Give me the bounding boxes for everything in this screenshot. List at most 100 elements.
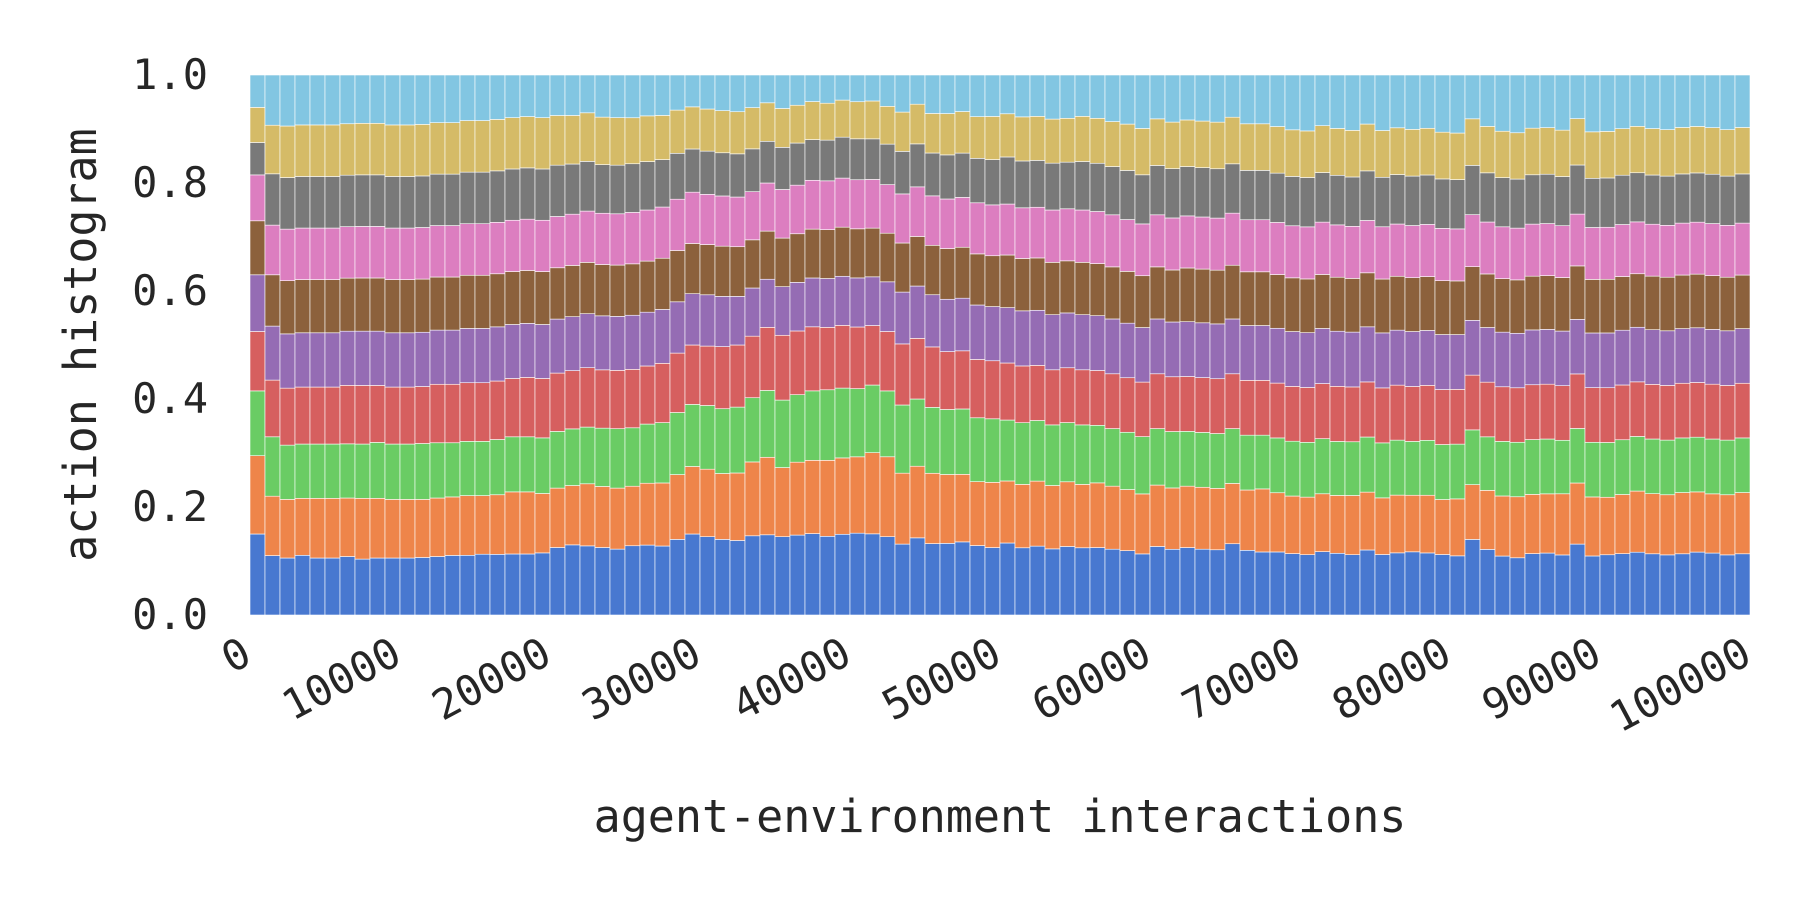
bar-segment: [714, 195, 731, 247]
bar-segment: [864, 138, 881, 180]
bar-segment: [834, 226, 851, 277]
bar-segment: [1179, 431, 1196, 487]
bar-segment: [384, 557, 401, 616]
bar-segment: [969, 74, 986, 117]
bar-segment: [1494, 130, 1511, 178]
bar-segment: [1494, 177, 1511, 228]
bar-segment: [1059, 546, 1076, 616]
bar-segment: [1029, 74, 1046, 117]
bar-segment: [924, 152, 941, 197]
bar-segment: [414, 74, 431, 125]
bar-segment: [249, 74, 266, 108]
bar-segment: [864, 452, 881, 535]
bar-segment: [1164, 321, 1181, 378]
bar-segment: [1284, 74, 1301, 131]
bar-segment: [1314, 328, 1331, 384]
bar-segment: [984, 482, 1001, 548]
bar-segment: [579, 262, 596, 314]
bar-segment: [1614, 329, 1631, 386]
bar-segment: [1224, 543, 1241, 616]
bar-segment: [1404, 441, 1421, 496]
bar-segment: [399, 227, 416, 280]
bar-segment: [279, 177, 296, 230]
bar-segment: [399, 443, 416, 500]
bar-segment: [999, 113, 1016, 158]
x-tick-label: 70000: [1174, 628, 1309, 731]
bar-segment: [1659, 330, 1676, 386]
bar-segment: [1389, 174, 1406, 225]
bar-segment: [1044, 118, 1061, 164]
bar-segment: [999, 307, 1016, 364]
bar-segment: [474, 223, 491, 276]
bar-segment: [1314, 383, 1331, 439]
bar-segment: [339, 556, 356, 616]
bar-segment: [804, 533, 821, 616]
bar-segment: [669, 250, 686, 303]
bar-segment: [564, 544, 581, 616]
bar-segment: [534, 219, 551, 272]
bar-segment: [1389, 552, 1406, 616]
bar-segment: [1269, 327, 1286, 384]
bar-segment: [1164, 74, 1181, 123]
bar-segment: [639, 74, 656, 117]
bar-segment: [1734, 553, 1751, 616]
bar-segment: [654, 309, 671, 364]
bar-segment: [1284, 386, 1301, 442]
bar-segment: [909, 465, 926, 539]
bar-segment: [1704, 552, 1721, 616]
y-axis-ticks: 0.0 0.2 0.4 0.6 0.8 1.0: [132, 50, 208, 639]
bar-segment: [1284, 331, 1301, 387]
bar-segment: [1194, 167, 1211, 218]
bar-segment: [1704, 383, 1721, 440]
bar-segment: [609, 213, 626, 266]
bar-segment: [759, 140, 776, 184]
bar-segment: [804, 326, 821, 392]
bar-segment: [474, 553, 491, 616]
bar-segment: [1584, 387, 1601, 443]
bar-segment: [684, 74, 701, 108]
bar-segment: [879, 281, 896, 332]
bar-segment: [1599, 74, 1616, 132]
bar-segment: [834, 275, 851, 326]
bar-segment: [729, 246, 746, 297]
bar-segment: [369, 442, 386, 499]
bar-segment: [729, 406, 746, 474]
bar-segment: [1164, 217, 1181, 271]
bar-segment: [1029, 365, 1046, 421]
bar-segment: [1119, 550, 1136, 616]
bar-segment: [1659, 129, 1676, 177]
bar-segment: [1389, 275, 1406, 331]
bar-segment: [609, 548, 626, 616]
x-tick-label: 0: [213, 628, 258, 683]
bar-segment: [1179, 485, 1196, 548]
bar-segment: [1389, 127, 1406, 175]
bar-segment: [1689, 436, 1706, 493]
bar-segment: [984, 204, 1001, 257]
bar-segment: [1299, 74, 1316, 132]
bar-segment: [1569, 428, 1586, 484]
bar-segment: [1239, 170, 1256, 221]
bar-segment: [909, 143, 926, 188]
bar-segment: [1524, 384, 1541, 440]
x-tick-label: 50000: [874, 628, 1009, 731]
bar-segment: [324, 386, 341, 445]
bar-segment: [1719, 439, 1736, 496]
bar-segment: [1434, 228, 1451, 281]
bar-segment: [1254, 123, 1271, 171]
bar-segment: [729, 111, 746, 155]
bar-segment: [264, 274, 281, 327]
bar-segment: [1269, 551, 1286, 616]
bar-segment: [429, 383, 446, 444]
bar-segment: [1479, 327, 1496, 383]
bar-segment: [504, 378, 521, 438]
bar-segment: [1344, 226, 1361, 279]
bar-segment: [1689, 172, 1706, 223]
bar-segment: [249, 274, 266, 332]
bar-segment: [1494, 226, 1511, 279]
bar-segment: [639, 311, 656, 367]
bar-segment: [939, 543, 956, 616]
bar-segment: [1374, 226, 1391, 280]
bar-segment: [1629, 326, 1646, 383]
bar-segment: [849, 138, 866, 181]
